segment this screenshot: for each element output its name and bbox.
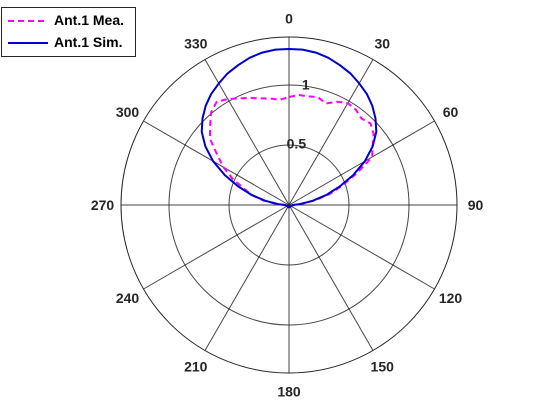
series-line-simulated — [200, 48, 378, 209]
r-tick-label: 0.5 — [287, 136, 307, 152]
theta-grid-line — [288, 120, 435, 206]
theta-grid-line — [288, 204, 435, 290]
theta-grid-line — [143, 204, 290, 290]
axis-labels: 0 30 60 90 120 150 180 210 240 270 300 330 0.5 1 — [91, 11, 484, 400]
theta-tick-label: 240 — [116, 290, 140, 306]
theta-tick-label: 300 — [116, 104, 140, 120]
legend-swatch-measured — [8, 20, 48, 22]
theta-tick-label: 90 — [468, 197, 484, 213]
legend-entry-measured: Ant.1 Mea. — [2, 11, 135, 31]
theta-grid-line — [143, 120, 290, 206]
legend-entry-simulated: Ant.1 Sim. — [2, 33, 135, 53]
legend-label-simulated: Ant.1 Sim. — [54, 34, 123, 50]
r-tick-label: 1 — [302, 76, 310, 92]
series-line-measured — [208, 94, 375, 209]
theta-tick-label: 60 — [443, 104, 459, 120]
legend-label-measured: Ant.1 Mea. — [54, 12, 125, 28]
theta-grid-line — [288, 204, 374, 351]
theta-tick-label: 30 — [374, 36, 390, 52]
legend-swatch-simulated — [8, 42, 48, 44]
theta-tick-label: 180 — [277, 383, 301, 399]
legend: Ant.1 Mea. Ant.1 Sim. — [1, 7, 136, 57]
theta-grid-line — [204, 204, 290, 351]
polar-grid — [120, 36, 458, 374]
series-layer — [200, 48, 378, 209]
theta-tick-label: 150 — [371, 358, 395, 374]
theta-tick-label: 0 — [285, 11, 293, 27]
theta-tick-label: 120 — [439, 290, 463, 306]
theta-tick-label: 270 — [91, 197, 115, 213]
theta-tick-label: 330 — [184, 36, 208, 52]
theta-tick-label: 210 — [184, 358, 208, 374]
